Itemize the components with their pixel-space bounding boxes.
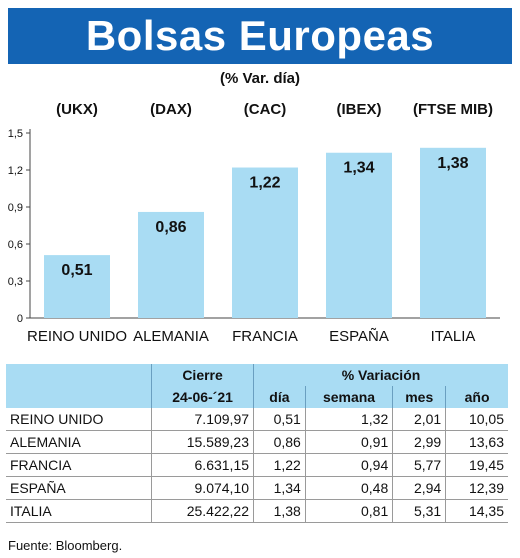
table-header-ano: año	[445, 386, 508, 408]
table-cell-ano: 14,35	[445, 499, 508, 523]
bars: 0,51 0,86 1,22 1,34 1,38	[44, 147, 486, 318]
table-cell-pais: FRANCIA	[6, 453, 153, 477]
table-cell-dia: 0,86	[253, 430, 306, 454]
ticker-label: (UKX)	[56, 101, 98, 118]
table-header-semana: semana	[305, 386, 394, 408]
bar	[138, 211, 204, 318]
table-cell-ano: 19,45	[445, 453, 508, 477]
table-header-cierre: Cierre	[151, 364, 255, 386]
ticker-label: (DAX)	[150, 101, 192, 118]
table-cell-cierre: 15.589,23	[151, 430, 255, 454]
table-cell-ano: 12,39	[445, 476, 508, 500]
category-labels: REINO UNIDO ALEMANIA FRANCIA ESPAÑA ITALIA	[27, 328, 475, 345]
table-header-mes: mes	[392, 386, 447, 408]
category-label: ESPAÑA	[329, 328, 389, 345]
table-cell-mes: 5,77	[392, 453, 447, 477]
bar-chart: 0 0,3 0,6 0,9 1,2 1,5 (UKX) (DAX) (CAC) (IBEX) (F…	[8, 101, 500, 345]
table-cell-semana: 0,91	[305, 430, 394, 454]
ticker-label: (CAC)	[244, 101, 287, 118]
bar-value-label: 0,51	[61, 262, 92, 279]
table-cell-dia: 1,34	[253, 476, 306, 500]
bar-value-label: 1,34	[343, 160, 374, 177]
table-cell-semana: 0,48	[305, 476, 394, 500]
table-cell-dia: 1,22	[253, 453, 306, 477]
bar	[420, 147, 486, 318]
bar-value-label: 0,86	[155, 219, 186, 236]
category-label: ITALIA	[431, 328, 476, 345]
y-tick-label: 0	[17, 313, 23, 325]
y-tick-label: 1,2	[8, 165, 23, 177]
bar-value-label: 1,38	[437, 155, 468, 172]
title-bar: Bolsas Europeas	[8, 8, 512, 64]
table-cell-ano: 10,05	[445, 408, 508, 431]
table-cell-cierre: 7.109,97	[151, 408, 255, 431]
table-cell-semana: 1,32	[305, 408, 394, 431]
table-cell-mes: 5,31	[392, 499, 447, 523]
table-row: FRANCIA 6.631,15 1,22 0,94 5,77 19,45	[6, 453, 508, 477]
table-subheader-blank	[6, 386, 153, 408]
table-row: ALEMANIA 15.589,23 0,86 0,91 2,99 13,63	[6, 430, 508, 454]
ticker-labels: (UKX) (DAX) (CAC) (IBEX) (FTSE MIB)	[56, 101, 493, 118]
ticker-label: (FTSE MIB)	[413, 101, 493, 118]
chart-subtitle: (% Var. día)	[219, 70, 301, 87]
table-header-blank	[6, 364, 153, 386]
bar	[44, 255, 110, 318]
table-cell-mes: 2,94	[392, 476, 447, 500]
table-header-dia: día	[253, 386, 306, 408]
bar-value-label: 1,22	[249, 175, 280, 192]
table-cell-ano: 13,63	[445, 430, 508, 454]
y-tick-label: 0,3	[8, 276, 23, 288]
y-tick-label: 0,6	[8, 239, 23, 251]
bar	[326, 152, 392, 318]
table-cell-pais: ESPAÑA	[6, 476, 153, 500]
table-cell-dia: 0,51	[253, 408, 306, 431]
table-row: ITALIA 25.422,22 1,38 0,81 5,31 14,35	[6, 499, 508, 523]
table-body: REINO UNIDO 7.109,97 0,51 1,32 2,01 10,05 ALEM…	[6, 408, 508, 523]
table-cell-mes: 2,01	[392, 408, 447, 431]
table-cell-dia: 1,38	[253, 499, 306, 523]
data-table: Cierre % Variación 24-06-´21 día semana …	[6, 364, 508, 523]
source-note: Fuente: Bloomberg.	[8, 538, 123, 553]
bar	[232, 167, 298, 318]
y-tick-label: 0,9	[8, 202, 23, 214]
category-label: ALEMANIA	[133, 328, 209, 345]
table-cell-cierre: 6.631,15	[151, 453, 255, 477]
table-cell-cierre: 9.074,10	[151, 476, 255, 500]
y-tick-label: 1,5	[8, 128, 23, 140]
category-label: FRANCIA	[232, 328, 298, 345]
table-cell-mes: 2,99	[392, 430, 447, 454]
table-row: REINO UNIDO 7.109,97 0,51 1,32 2,01 10,05	[6, 408, 508, 431]
table-cell-pais: REINO UNIDO	[6, 408, 153, 431]
table-cell-pais: ITALIA	[6, 499, 153, 523]
category-label: REINO UNIDO	[27, 328, 127, 345]
table-cell-pais: ALEMANIA	[6, 430, 153, 454]
table-cell-cierre: 25.422,22	[151, 499, 255, 523]
table-cell-semana: 0,81	[305, 499, 394, 523]
table-cell-semana: 0,94	[305, 453, 394, 477]
table-header-date: 24-06-´21	[151, 386, 255, 408]
chart-title: Bolsas Europeas	[85, 12, 435, 59]
table-header-variacion: % Variación	[253, 364, 508, 386]
ticker-label: (IBEX)	[337, 101, 382, 118]
table-row: ESPAÑA 9.074,10 1,34 0,48 2,94 12,39	[6, 476, 508, 500]
